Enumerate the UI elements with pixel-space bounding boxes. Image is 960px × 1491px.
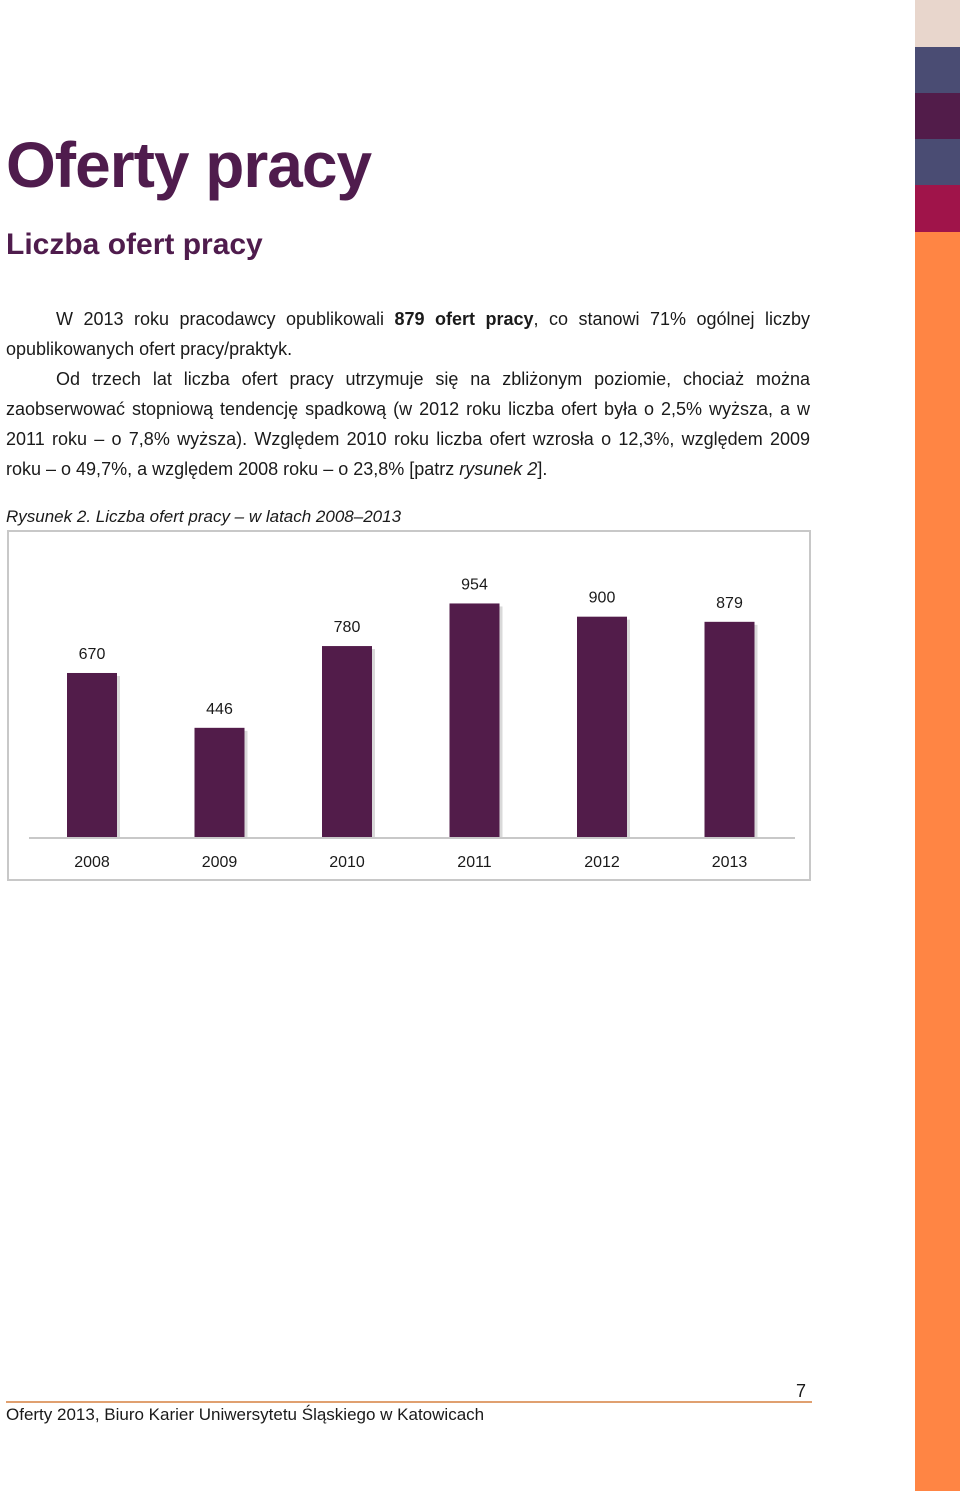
bar-2012: [577, 616, 627, 837]
paragraph-2: Od trzech lat liczba ofert pracy utrzymu…: [6, 364, 810, 484]
p2-text-end: ].: [537, 459, 548, 479]
data-label-2011: 954: [461, 576, 488, 593]
bar-chart: 670 2008 446 2009 780 2010 954 2011 900 2012 879 20…: [29, 576, 795, 871]
x-tick-label-2008: 2008: [74, 854, 110, 871]
body-text: W 2013 roku pracodawcy opublikowali 879 …: [6, 304, 810, 484]
decor-strip-slate-2: [915, 139, 960, 185]
x-tick-label-2010: 2010: [329, 854, 365, 871]
data-label-2012: 900: [589, 590, 616, 607]
bar-2011: [449, 603, 500, 837]
page-title: Oferty pracy: [6, 129, 372, 201]
decor-strip-plum: [915, 93, 960, 139]
x-tick-label-2009: 2009: [202, 854, 238, 871]
data-label-2008: 670: [79, 646, 106, 663]
footer-divider: [6, 1401, 812, 1403]
bar-2009: [194, 727, 245, 837]
decor-strip-crimson: [915, 185, 960, 232]
data-label-2010: 780: [334, 619, 361, 636]
bar-2010: [322, 646, 372, 837]
x-tick-label-2011: 2011: [457, 854, 492, 871]
p1-text-end: , co stanowi 71% ogólnej liczby opubliko…: [6, 309, 810, 359]
x-tick-label-2012: 2012: [584, 854, 620, 871]
p1-bold-figure: 879 ofert pracy: [394, 309, 534, 329]
bar-2008: [67, 672, 117, 837]
paragraph-1: W 2013 roku pracodawcy opublikowali 879 …: [6, 304, 810, 364]
footer-text: Oferty 2013, Biuro Karier Uniwersytetu Ś…: [6, 1405, 485, 1424]
figure-caption: Rysunek 2. Liczba ofert pracy – w latach…: [6, 507, 402, 526]
decor-strip-slate: [915, 47, 960, 93]
bar-2013: [704, 621, 755, 837]
p2-text-start: Od trzech lat liczba ofert pracy utrzymu…: [6, 369, 810, 479]
p2-figure-reference: rysunek 2: [459, 459, 538, 479]
p1-text-start: W 2013 roku pracodawcy opublikowali: [56, 309, 395, 329]
data-label-2009: 446: [206, 701, 233, 718]
data-label-2013: 879: [716, 595, 743, 612]
decor-strip-orange: [915, 232, 960, 1491]
page-number: 7: [796, 1381, 807, 1401]
section-heading: Liczba ofert pracy: [6, 228, 263, 261]
bar-chart-frame: 670 2008 446 2009 780 2010 954 2011 900 2012 879 20…: [7, 530, 811, 881]
x-tick-label-2013: 2013: [712, 854, 748, 871]
decor-strip-beige: [915, 0, 960, 47]
